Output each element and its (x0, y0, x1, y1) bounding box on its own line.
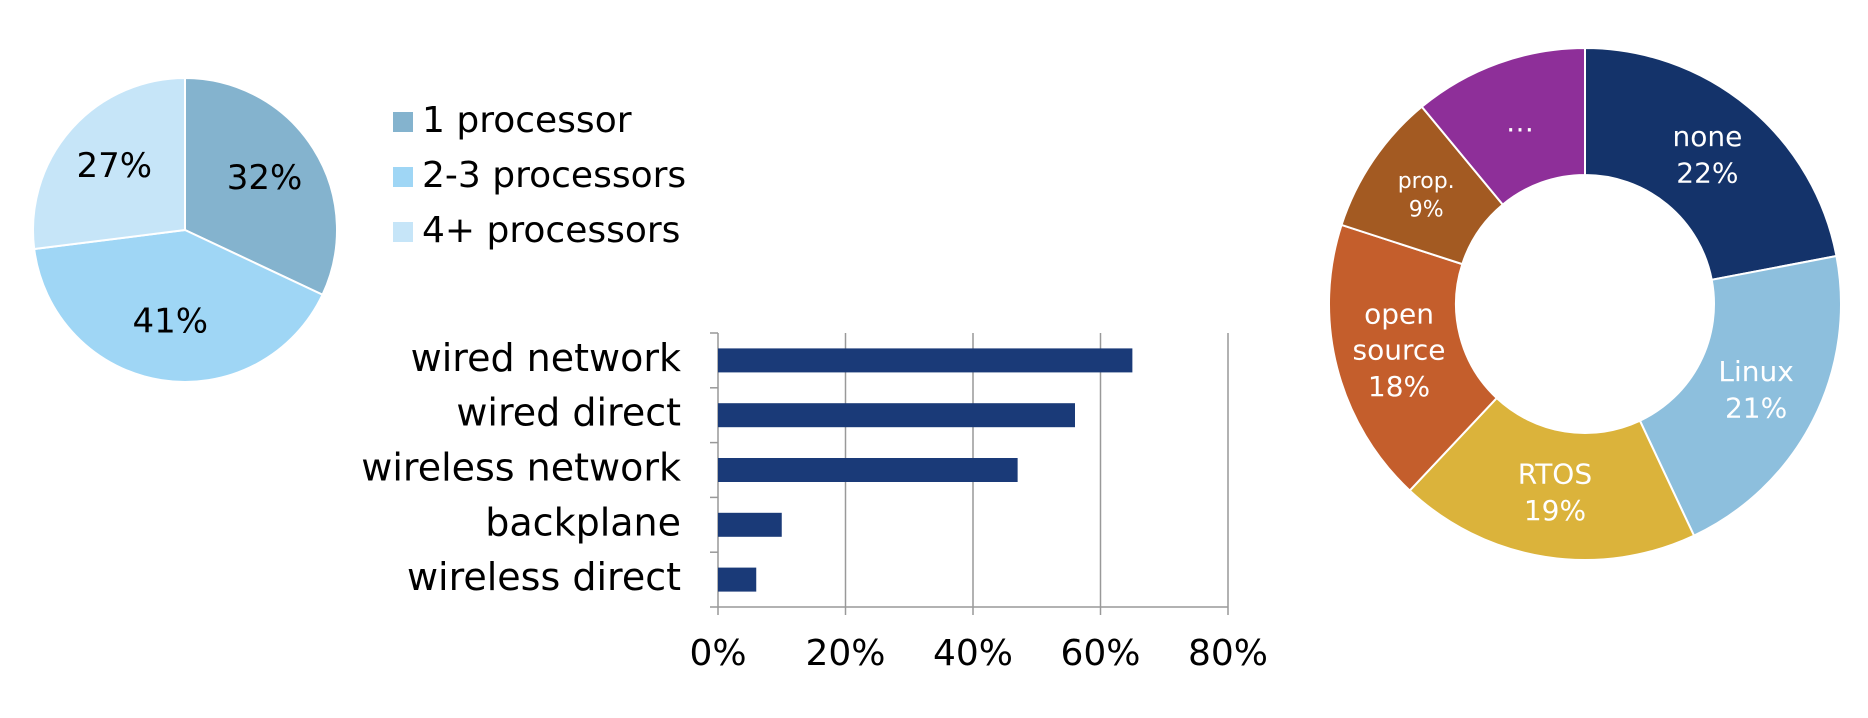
legend-swatch (393, 112, 413, 132)
y-tick-label: wired network (411, 336, 681, 380)
donut-slice (1638, 254, 1842, 537)
slice-label: RTOS (1518, 457, 1592, 490)
donut-slice (1408, 396, 1696, 561)
slice-label: 27% (77, 146, 153, 186)
slice-label: open source (1353, 297, 1446, 366)
label-line: open (1364, 297, 1434, 330)
x-tick-label: 0% (689, 633, 746, 674)
x-tick-label: 60% (1060, 633, 1140, 674)
y-tick-label: wired direct (456, 391, 681, 435)
donut-slice (1328, 223, 1499, 493)
donut-slice (1584, 46, 1838, 281)
pie-slice (32, 76, 186, 251)
bar (718, 458, 1018, 482)
y-tick-label: backplane (485, 500, 681, 544)
donut-slice (1420, 46, 1586, 207)
bar (718, 567, 757, 592)
x-tick-label: 20% (805, 633, 885, 674)
slice-label: none (1672, 120, 1742, 153)
slice-label: 32% (227, 158, 303, 198)
slice-label: … (1506, 105, 1534, 138)
legend-label: 2-3 processors (422, 155, 686, 196)
slice-value: 19% (1524, 494, 1586, 527)
slice-label: prop. (1398, 169, 1455, 194)
legend-label: 1 processor (422, 100, 632, 141)
x-tick-label: 80% (1188, 633, 1268, 674)
legend-label: 4+ processors (422, 210, 680, 251)
bar (718, 348, 1133, 373)
label-line: source (1353, 334, 1446, 367)
slice-label: Linux (1718, 355, 1793, 388)
slice-value: 18% (1368, 370, 1430, 403)
slice-value: 9% (1409, 197, 1444, 222)
bar (718, 512, 782, 537)
slice-value: 21% (1725, 391, 1787, 424)
pie-slice (184, 76, 338, 297)
slice-value: 22% (1676, 156, 1738, 189)
slice-label: 41% (132, 302, 208, 342)
legend-swatch (393, 222, 413, 242)
bar (718, 403, 1075, 428)
pie-slice (33, 228, 324, 383)
legend-swatch (393, 167, 413, 187)
x-tick-label: 40% (933, 633, 1013, 674)
y-tick-label: wireless direct (407, 555, 681, 599)
y-tick-label: wireless network (361, 446, 681, 490)
